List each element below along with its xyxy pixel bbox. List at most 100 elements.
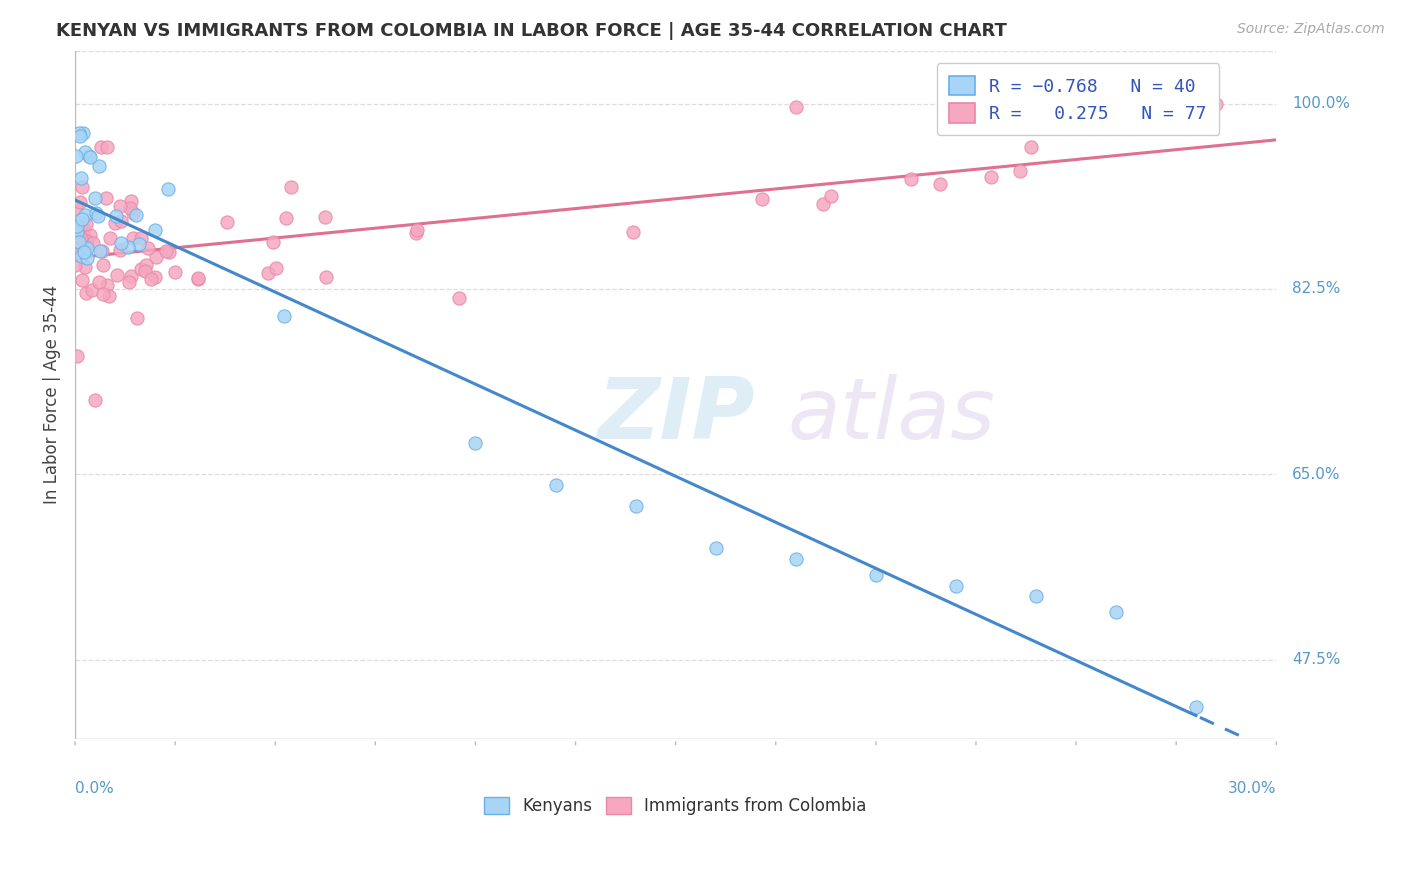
Point: [70, 211, 93, 226]
Point: [980, 170, 1002, 185]
Point: [117, 240, 139, 254]
Point: [163, 265, 186, 279]
Point: [155, 244, 177, 258]
Point: [1010, 163, 1032, 178]
Point: [314, 211, 336, 225]
Point: [315, 270, 337, 285]
Point: [94, 190, 117, 204]
Point: [929, 178, 952, 192]
Text: ZIP: ZIP: [596, 374, 755, 457]
Point: [76, 251, 98, 265]
Point: [1205, 96, 1227, 111]
Point: [75, 217, 97, 231]
Point: [143, 270, 166, 285]
Point: [104, 216, 127, 230]
Point: [65, 247, 87, 261]
Point: [70, 170, 93, 185]
Point: [280, 179, 302, 194]
Point: [65, 149, 87, 163]
Point: [87, 209, 110, 223]
Point: [187, 271, 209, 285]
Point: [129, 231, 152, 245]
Point: [80, 283, 103, 297]
Point: [120, 201, 142, 215]
Point: [90, 140, 112, 154]
Point: [122, 206, 145, 220]
Point: [134, 264, 156, 278]
Text: 65.0%: 65.0%: [1292, 467, 1341, 482]
Text: KENYAN VS IMMIGRANTS FROM COLOMBIA IN LABOR FORCE | AGE 35-44 CORRELATION CHART: KENYAN VS IMMIGRANTS FROM COLOMBIA IN LA…: [56, 22, 1007, 40]
Text: 47.5%: 47.5%: [1292, 652, 1341, 667]
Point: [128, 237, 150, 252]
Point: [1105, 605, 1128, 619]
Point: [257, 266, 280, 280]
Point: [108, 199, 131, 213]
Point: [156, 182, 179, 196]
Point: [1019, 140, 1042, 154]
Point: [96, 140, 118, 154]
Point: [464, 435, 486, 450]
Point: [66, 225, 89, 239]
Point: [187, 272, 209, 286]
Point: [96, 277, 118, 292]
Point: [91, 287, 114, 301]
Point: [141, 271, 163, 285]
Point: [273, 309, 295, 323]
Point: [104, 209, 127, 223]
Point: [544, 478, 567, 492]
Point: [820, 189, 842, 203]
Point: [135, 258, 157, 272]
Point: [98, 231, 121, 245]
Point: [67, 235, 90, 249]
Point: [1025, 589, 1047, 603]
Point: [105, 268, 128, 282]
Point: [87, 275, 110, 289]
Point: [73, 245, 96, 260]
Point: [136, 241, 159, 255]
Text: atlas: atlas: [787, 374, 995, 457]
Point: [406, 223, 429, 237]
Point: [67, 126, 90, 140]
Point: [143, 223, 166, 237]
Point: [98, 289, 121, 303]
Text: 30.0%: 30.0%: [1227, 781, 1277, 797]
Point: [70, 249, 93, 263]
Point: [75, 286, 97, 301]
Point: [84, 190, 107, 204]
Point: [66, 350, 89, 364]
Point: [65, 219, 87, 234]
Point: [66, 226, 89, 240]
Point: [704, 541, 727, 556]
Point: [89, 159, 111, 173]
Point: [621, 225, 644, 239]
Point: [76, 241, 98, 255]
Point: [145, 250, 167, 264]
Point: [73, 236, 96, 251]
Point: [274, 211, 297, 225]
Point: [262, 235, 284, 250]
Point: [79, 150, 101, 164]
Point: [79, 228, 101, 243]
Point: [75, 260, 97, 274]
Point: [89, 244, 111, 258]
Point: [120, 269, 142, 284]
Point: [70, 273, 93, 287]
Point: [785, 552, 807, 566]
Point: [110, 236, 132, 251]
Point: [65, 201, 87, 215]
Point: [157, 245, 180, 260]
Text: 0.0%: 0.0%: [75, 781, 114, 797]
Point: [447, 292, 470, 306]
Point: [217, 214, 239, 228]
Point: [785, 100, 807, 114]
Point: [945, 578, 967, 592]
Point: [69, 129, 91, 144]
Point: [75, 145, 97, 159]
Point: [120, 194, 142, 209]
Y-axis label: In Labor Force | Age 35-44: In Labor Force | Age 35-44: [44, 285, 60, 505]
Point: [900, 171, 922, 186]
Point: [84, 206, 107, 220]
Point: [1185, 700, 1208, 714]
Point: [73, 223, 96, 237]
Point: [90, 244, 112, 258]
